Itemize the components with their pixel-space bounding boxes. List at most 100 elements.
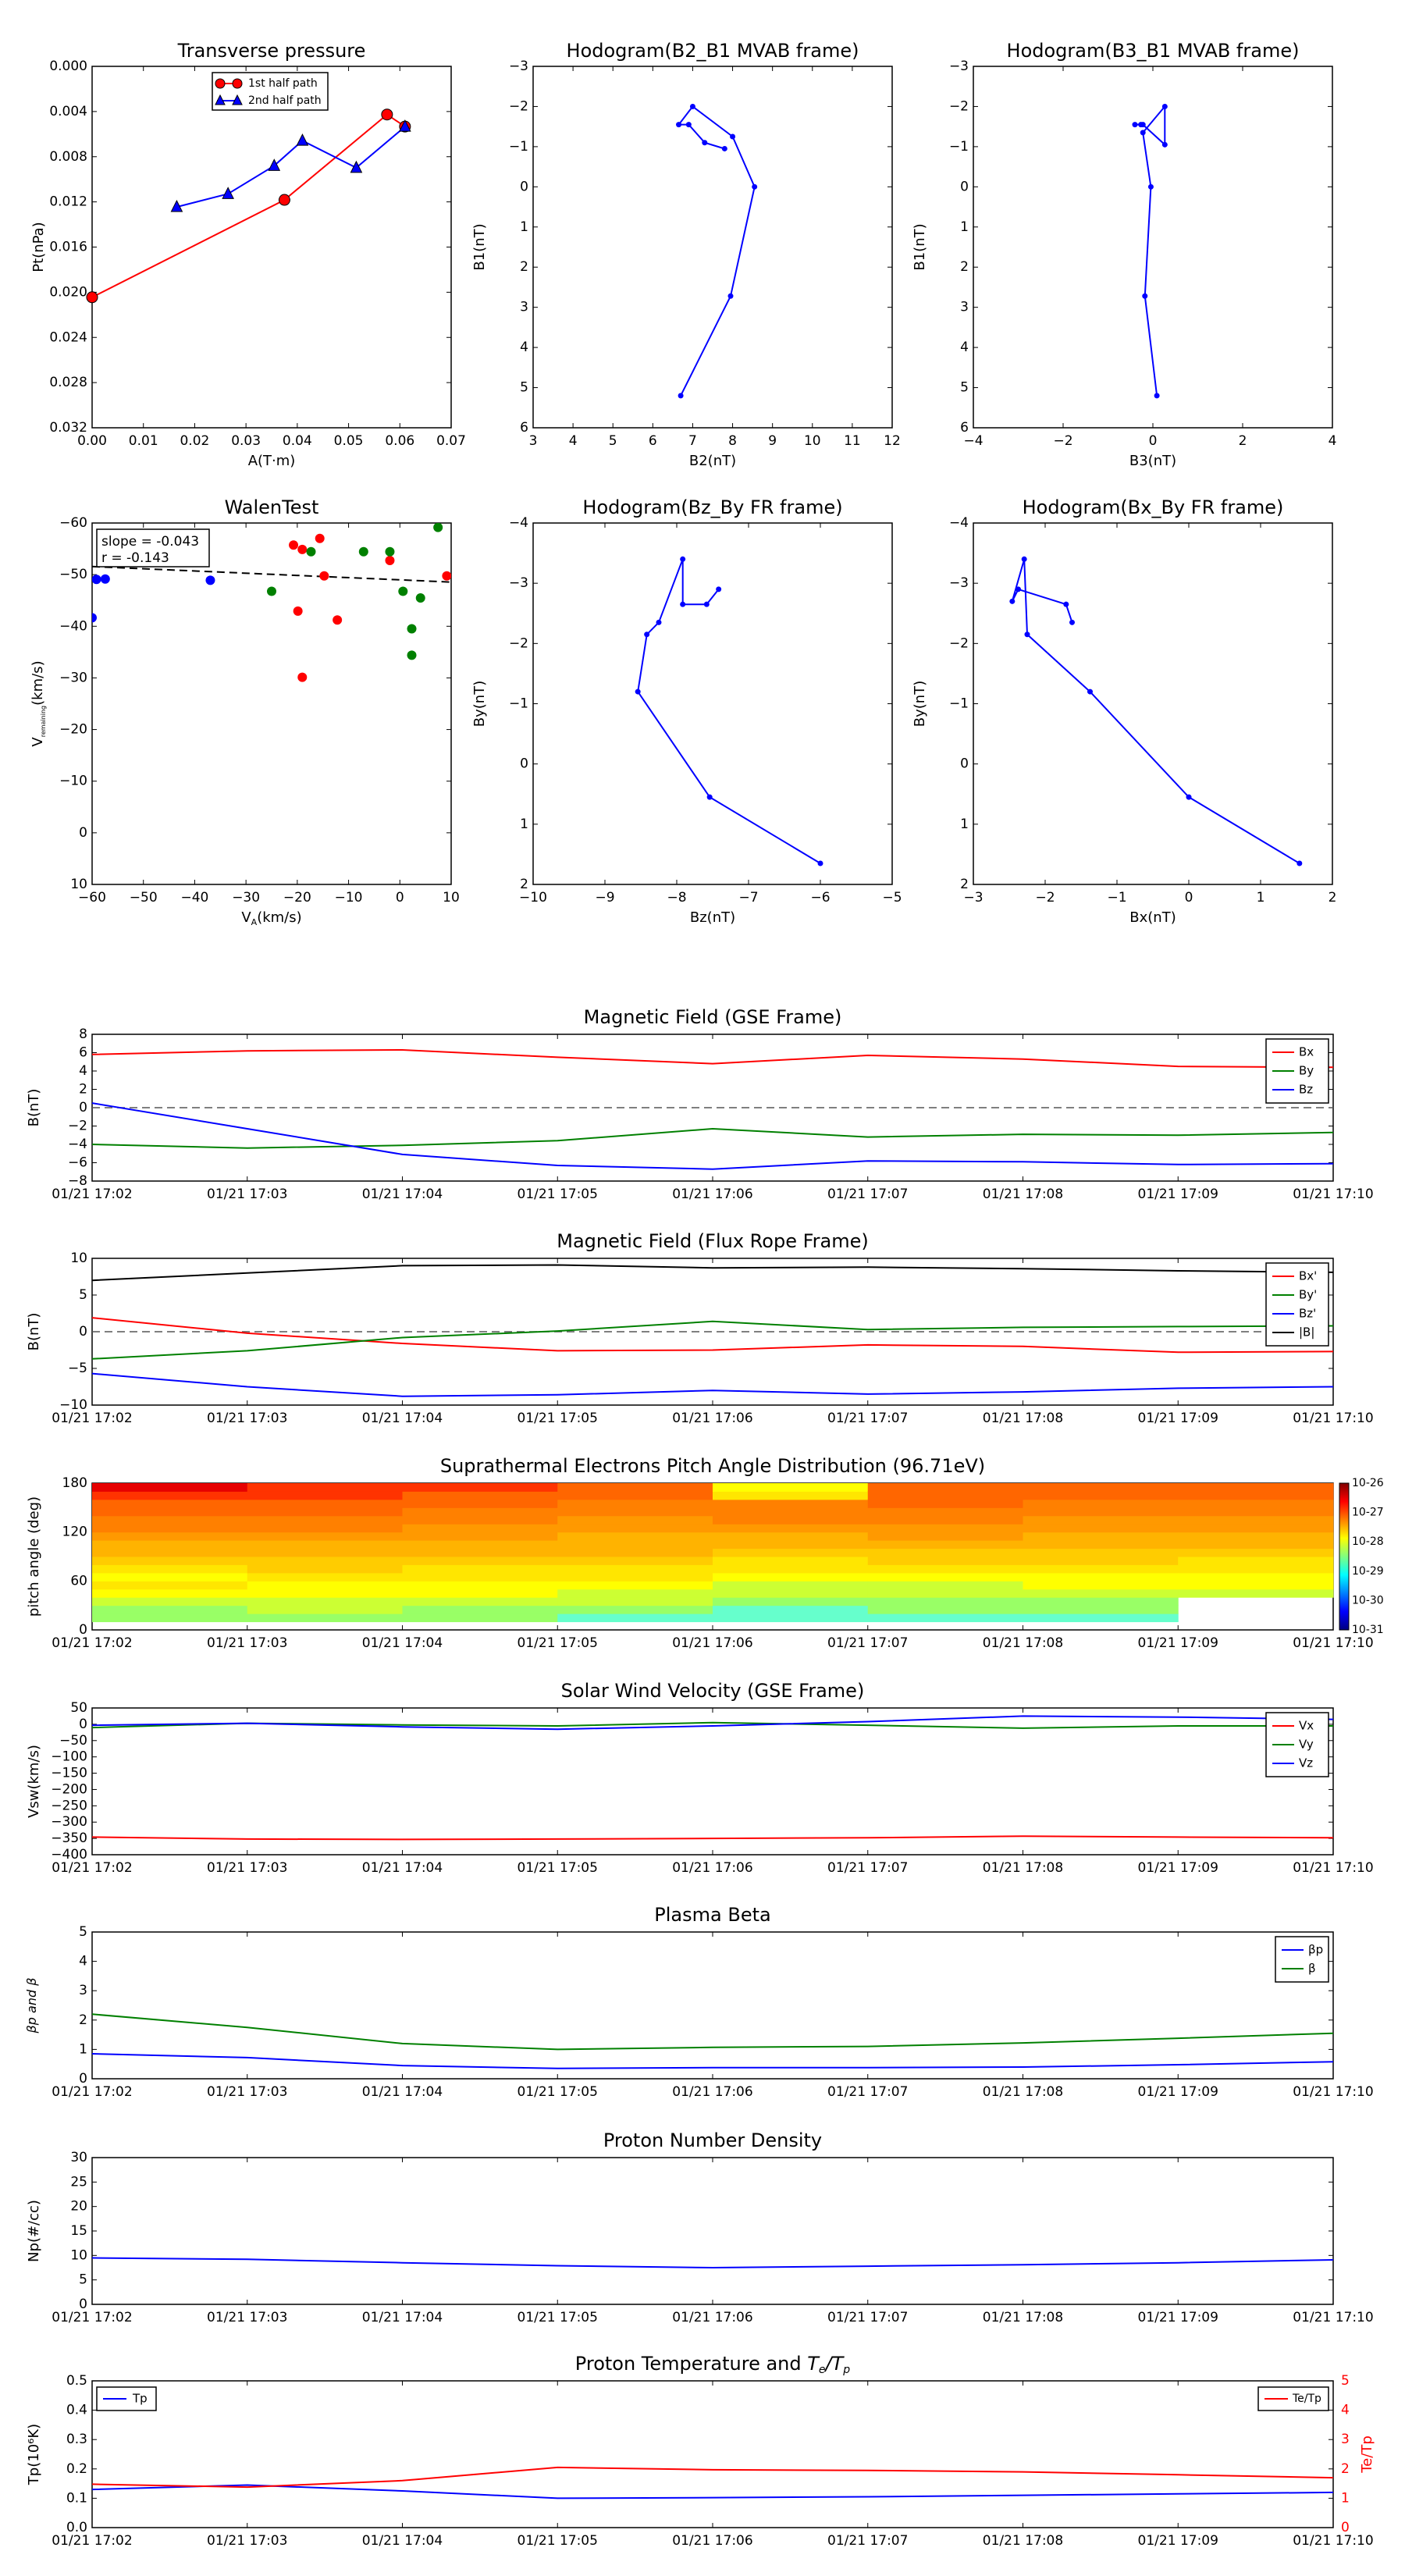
marker-dot	[702, 140, 708, 146]
y-tick-label: −50	[59, 567, 87, 582]
marker-dot	[1069, 619, 1075, 625]
legend-box	[1275, 1936, 1329, 1983]
colorbar-label: 10-29	[1352, 1565, 1384, 1578]
marker-dot	[1161, 103, 1168, 109]
y-tick-label: 0	[79, 1717, 87, 1732]
marker-dot	[644, 632, 650, 638]
heatmap-cell	[92, 1524, 248, 1533]
series-line-By'	[91, 1320, 1334, 1360]
legend-label: Vz	[1299, 1756, 1313, 1770]
y-axis-label: B1(nT)	[912, 223, 928, 270]
y-tick-label: −4	[509, 515, 528, 531]
heatmap-cell	[557, 1597, 713, 1606]
heatmap-cell	[92, 1614, 248, 1623]
series-line-Bz	[91, 1102, 1334, 1170]
scatter-point-blue	[92, 575, 101, 585]
y-tick-label: 25	[70, 2174, 87, 2190]
x-tick-label: 01/21 17:07	[827, 1635, 908, 1651]
legend-label: βp	[1308, 1943, 1323, 1957]
heatmap-cell	[713, 1564, 869, 1574]
y-tick-label: 120	[62, 1525, 87, 1540]
marker-circle	[381, 109, 393, 121]
x-tick-label: −6	[810, 890, 830, 906]
heatmap-cell	[1023, 1605, 1179, 1614]
y-axis-label-main: V	[30, 737, 46, 747]
heatmap-cell	[402, 1614, 558, 1623]
panel-title: Hodogram(Bx_By FR frame)	[1023, 496, 1284, 518]
marker-dot	[1140, 130, 1146, 136]
heatmap-cell	[557, 1515, 713, 1525]
heatmap-cell	[247, 1524, 403, 1533]
heatmap-cell	[557, 1572, 713, 1582]
scatter-point-red	[289, 540, 299, 550]
x-tick-label: 01/21 17:09	[1138, 1187, 1218, 1202]
y-tick-label: 0.000	[49, 59, 87, 74]
heatmap-cell	[92, 1540, 248, 1550]
heatmap-cell	[713, 1548, 869, 1557]
y-tick-label: 0.016	[49, 240, 87, 255]
y-tick-label: 4	[79, 1063, 87, 1079]
marker-dot	[1016, 586, 1021, 592]
y-tick-label: −2	[68, 1119, 87, 1134]
y-tick-label: 1	[520, 817, 528, 832]
y-tick-label: −1	[949, 139, 969, 155]
y-tick-label: 0.5	[66, 2373, 87, 2389]
heatmap-cell	[867, 1515, 1023, 1525]
marker-dot	[706, 794, 713, 800]
x-tick-label: 01/21 17:05	[518, 1635, 598, 1651]
x-axis-label: Bx(nT)	[1129, 909, 1176, 926]
heatmap-cell	[713, 1515, 869, 1525]
heatmap-cell	[867, 1499, 1023, 1508]
x-tick-label: 01/21 17:04	[362, 2310, 443, 2325]
marker-circle	[86, 291, 98, 304]
heatmap-cell	[867, 1557, 1023, 1565]
y-axis-label: Np(#/cc)	[26, 2200, 42, 2262]
heatmap-cell	[1023, 1499, 1179, 1508]
panel-frame	[91, 522, 452, 885]
marker-triangle	[296, 133, 309, 146]
x-tick-label: −2	[1053, 433, 1072, 449]
y-tick-label: 0.028	[49, 375, 87, 390]
title-math: /T	[824, 2353, 845, 2375]
heatmap-cell	[713, 1581, 869, 1590]
legend-label: Bx	[1299, 1045, 1314, 1059]
y-tick-label: −2	[949, 635, 969, 651]
x-tick-label: 12	[884, 433, 901, 449]
colorbar-label: 10-26	[1352, 1477, 1384, 1489]
heatmap-cell	[92, 1507, 248, 1517]
x-tick-label: −3	[963, 890, 983, 906]
y-tick-label: −8	[68, 1173, 87, 1189]
heatmap-cell	[402, 1605, 558, 1614]
y-tick-label: 0.012	[49, 194, 87, 210]
y-right-tick-label: 5	[1341, 2373, 1350, 2389]
heatmap-cell	[92, 1548, 248, 1557]
heatmap-cell	[867, 1532, 1023, 1541]
heatmap-cell	[867, 1524, 1023, 1533]
y-tick-label: −3	[949, 575, 969, 591]
heatmap-cell	[1023, 1557, 1179, 1565]
heatmap-cell	[1178, 1532, 1334, 1541]
x-tick-label: 5	[609, 433, 617, 449]
x-tick-label: 0.07	[436, 433, 466, 449]
heatmap-cell	[1023, 1581, 1179, 1590]
heatmap-cell	[247, 1532, 403, 1541]
x-tick-label: 01/21 17:02	[52, 1187, 132, 1202]
x-tick-label: 01/21 17:07	[827, 1860, 908, 1876]
heatmap-cell	[402, 1532, 558, 1541]
y-tick-label: 0.032	[49, 420, 87, 436]
x-tick-label: 01/21 17:02	[52, 1860, 132, 1876]
y-tick-label: 10	[70, 2247, 87, 2263]
x-tick-label: 01/21 17:06	[672, 1635, 752, 1651]
y-tick-label: 4	[520, 340, 528, 355]
y-tick-label: 0	[960, 179, 969, 194]
x-tick-label: 01/21 17:02	[52, 2084, 132, 2100]
heatmap-cell	[1178, 1589, 1334, 1598]
y-tick-label: −30	[59, 670, 87, 685]
heatmap-cell	[713, 1572, 869, 1582]
series-line-0	[91, 2257, 1334, 2269]
legend-label: 2nd half path	[248, 94, 322, 107]
heatmap-cell	[247, 1557, 403, 1565]
marker-dot	[817, 860, 823, 866]
y-right-tick-label: 4	[1341, 2403, 1350, 2418]
series-line-Bx'	[91, 1317, 1334, 1354]
